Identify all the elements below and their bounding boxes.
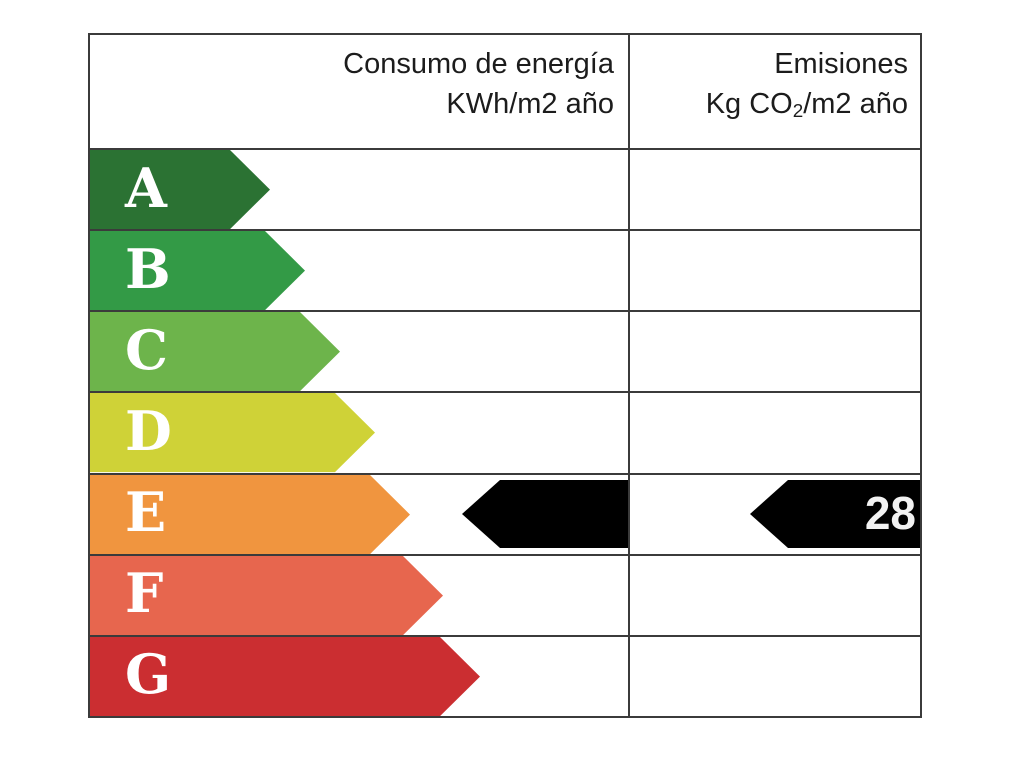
rating-arrow-shape-f — [90, 555, 443, 635]
rating-row-e-consumption-cell — [90, 474, 630, 554]
table-header: Consumo de energía KWh/m2 año Emisiones … — [90, 35, 920, 150]
emissions-indicator-arrow: 28 — [750, 480, 920, 549]
rating-row-a: A — [90, 150, 920, 232]
emissions-indicator-value: 28 — [864, 487, 916, 540]
rating-arrow-c: C — [90, 312, 340, 392]
rating-row-d-consumption-cell — [90, 393, 630, 473]
header-consumption-line1: Consumo de energía — [343, 48, 614, 80]
rating-row-d-emissions-cell — [630, 393, 920, 472]
rating-row-e-emissions-cell: 28 — [630, 475, 920, 554]
rating-row-a-emissions-cell — [630, 150, 920, 229]
rating-row-c-emissions-cell — [630, 312, 920, 391]
rating-table: Consumo de energía KWh/m2 año Emisiones … — [88, 33, 922, 718]
rating-arrow-a: A — [90, 150, 270, 230]
rating-row-f-emissions-cell — [630, 556, 920, 635]
rating-row-g: G — [90, 636, 920, 716]
rating-row-e: 28 E — [90, 474, 920, 556]
rating-letter-e: E — [125, 479, 167, 544]
rating-arrow-shape-g — [90, 636, 480, 716]
rating-row-a-consumption-cell — [90, 150, 630, 230]
rating-row-c: C — [90, 312, 920, 394]
rating-letter-a: A — [125, 155, 167, 220]
rating-letter-b: B — [125, 236, 171, 301]
header-emissions-line1: Emisiones — [774, 48, 908, 80]
rating-arrow-g: G — [90, 636, 480, 716]
emissions-co2-subscript: 2 — [792, 99, 804, 121]
consumption-indicator-shape — [462, 480, 628, 549]
rating-row-f-consumption-cell — [90, 555, 630, 635]
emissions-unit-prefix: Kg CO — [705, 88, 793, 120]
rating-letter-c: C — [125, 317, 168, 382]
rating-row-b-consumption-cell — [90, 231, 630, 311]
rating-row-g-consumption-cell — [90, 636, 630, 716]
rating-row-b-emissions-cell — [630, 231, 920, 310]
header-emissions-cell: Emisiones Kg CO2/m2 año — [630, 35, 920, 148]
consumption-indicator-arrow — [462, 480, 628, 549]
rating-arrow-f: F — [90, 555, 443, 635]
rating-arrow-d: D — [90, 393, 375, 473]
rating-row-b: B — [90, 231, 920, 313]
rating-arrow-shape-d — [90, 393, 375, 473]
rating-row-c-consumption-cell — [90, 312, 630, 392]
rating-letter-g: G — [125, 642, 172, 707]
header-consumption-cell: Consumo de energía KWh/m2 año — [90, 35, 630, 148]
rating-arrow-shape-a — [90, 150, 270, 230]
header-consumption-line2: KWh/m2 año — [446, 88, 614, 120]
rating-row-f: F — [90, 555, 920, 637]
rating-arrow-shape-c — [90, 312, 340, 392]
rating-arrow-e: E — [90, 474, 410, 554]
header-emissions-line2: Kg CO2/m2 año — [630, 84, 908, 127]
rating-arrow-b: B — [90, 231, 305, 311]
emissions-indicator-shape — [750, 480, 920, 549]
rating-row-d: D — [90, 393, 920, 475]
rating-letter-d: D — [125, 398, 172, 463]
rating-arrow-shape-b — [90, 231, 305, 311]
rating-row-g-emissions-cell — [630, 637, 920, 716]
rating-letter-f: F — [125, 561, 164, 626]
rating-arrow-shape-e — [90, 474, 410, 554]
emissions-unit-suffix: /m2 año — [803, 88, 908, 120]
